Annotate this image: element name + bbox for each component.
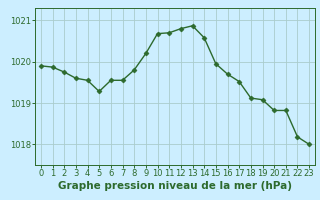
X-axis label: Graphe pression niveau de la mer (hPa): Graphe pression niveau de la mer (hPa): [58, 181, 292, 191]
